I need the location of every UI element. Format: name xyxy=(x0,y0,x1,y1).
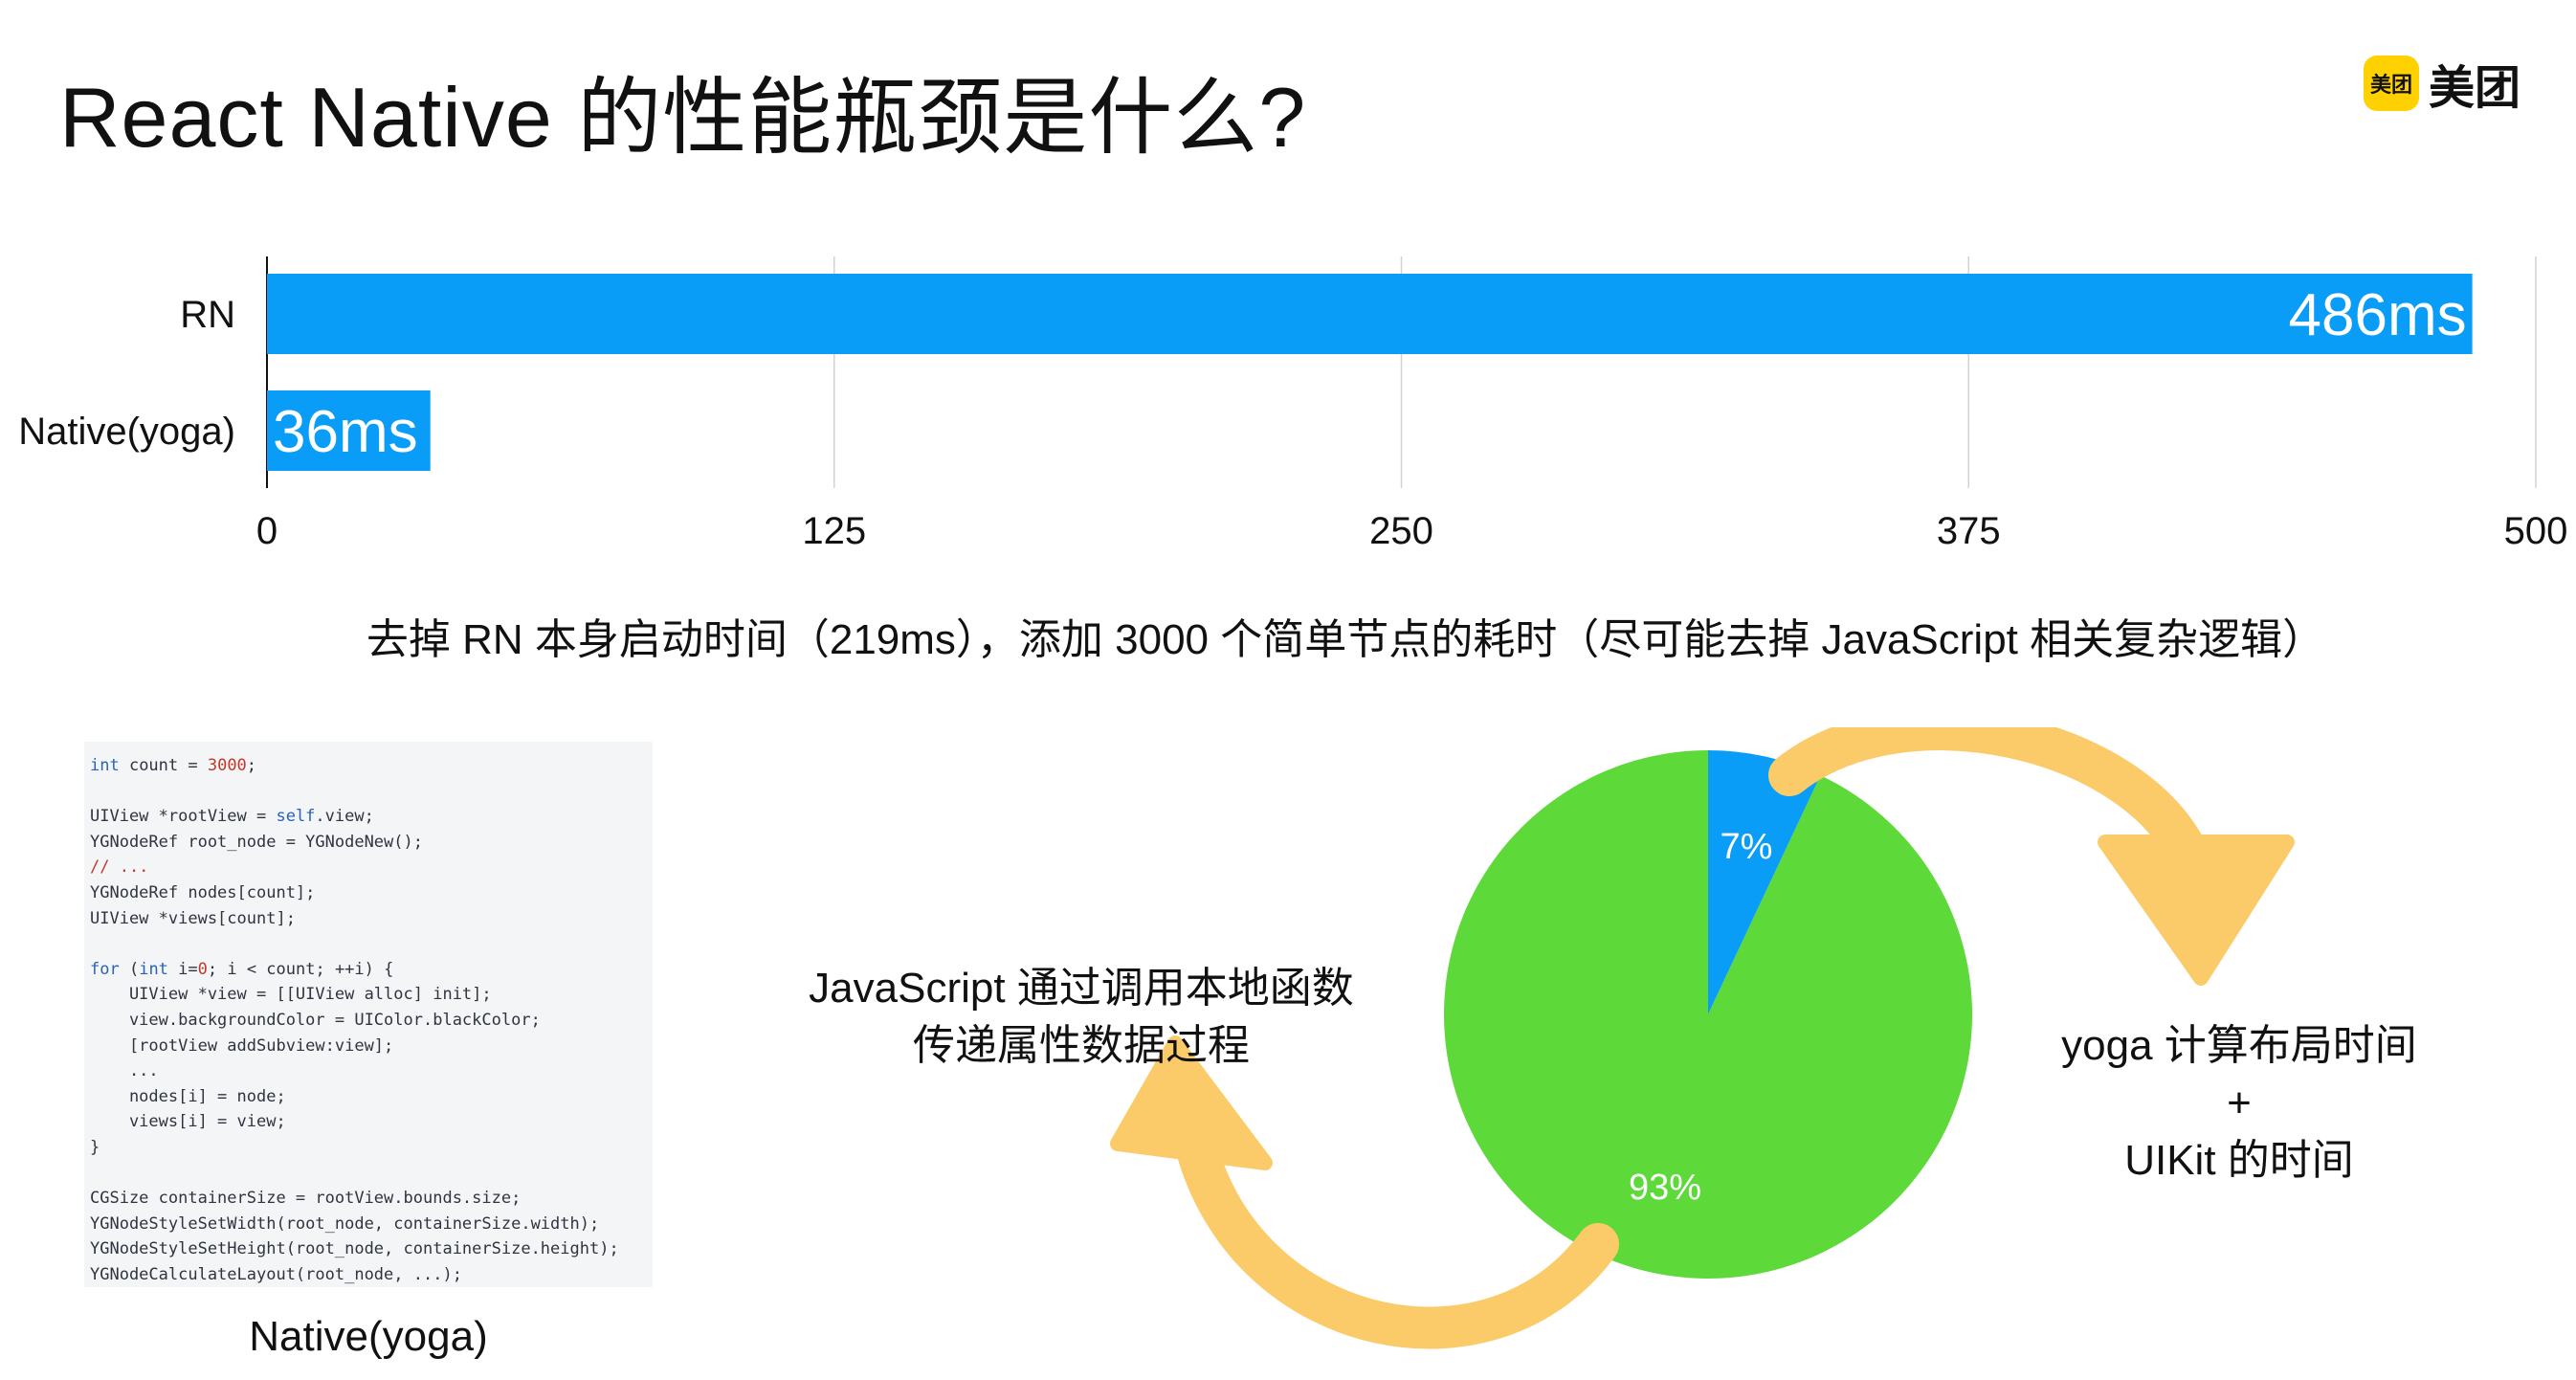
code-snippet-label: Native(yoga) xyxy=(249,1313,488,1360)
code-line: YGNodeRef nodes[count]; xyxy=(90,882,316,902)
arrow-head-left xyxy=(1110,1035,1273,1170)
x-tick-label: 250 xyxy=(1369,510,1433,552)
category-label: RN xyxy=(180,294,235,336)
code-line: YGNodeStyleSetWidth(root_node, container… xyxy=(90,1213,600,1234)
bar-data-label: 486ms xyxy=(2289,282,2467,348)
code-line: views[i] = view; xyxy=(90,1112,286,1132)
x-tick-label: 375 xyxy=(1937,510,2001,552)
code-line: UIView *views[count]; xyxy=(90,908,296,928)
code-line: YGNodeCalculateLayout(root_node, ...); xyxy=(90,1264,462,1284)
bar-data-label: 36ms xyxy=(273,399,418,465)
arrow-head-right xyxy=(2098,835,2295,986)
yoga-uikit-label: yoga 计算布局时间 + UIKit 的时间 xyxy=(2010,1017,2469,1190)
code-line: view.backgroundColor = UIColor.blackColo… xyxy=(90,1010,541,1030)
category-label: Native(yoga) xyxy=(18,411,235,453)
meituan-logo-badge: 美团 xyxy=(2364,56,2419,111)
code-line: ... xyxy=(90,1061,159,1081)
meituan-logo-text: 美团 xyxy=(2429,63,2521,114)
pie-slice-label: 7% xyxy=(1721,827,1773,867)
code-line: UIView *view = [[UIView alloc] init]; xyxy=(90,985,492,1005)
js-bridge-label-line: 传递属性数据过程 xyxy=(913,1022,1250,1069)
code-line: // ... xyxy=(90,857,149,878)
code-line: } xyxy=(90,1137,100,1157)
yoga-uikit-label-line: + xyxy=(2227,1080,2252,1126)
pie-slice xyxy=(1708,750,1821,1014)
x-tick-label: 125 xyxy=(802,510,866,552)
code-line: [rootView addSubview:view]; xyxy=(90,1035,394,1056)
pie-chart-area: 7% 93% xyxy=(1110,727,2295,1349)
bar xyxy=(267,274,2473,354)
yoga-uikit-label-line: yoga 计算布局时间 xyxy=(2061,1022,2417,1069)
code-line: CGSize containerSize = rootView.bounds.s… xyxy=(90,1189,522,1209)
code-line: nodes[i] = node; xyxy=(90,1086,286,1106)
code-line: YGNodeRef root_node = YGNodeNew(); xyxy=(90,832,423,852)
code-line: int count = 3000; xyxy=(90,756,257,775)
yoga-uikit-label-line: UIKit 的时间 xyxy=(2124,1137,2354,1184)
bar-chart: 0 125 250 375 500 RN 486ms Native(yoga) 36ms xyxy=(18,256,2568,552)
meituan-logo: 美团 美团 xyxy=(2364,50,2520,117)
curved-arrow-right xyxy=(1768,727,2212,882)
code-snippet-panel: int count = 3000; UIView *rootView = sel… xyxy=(84,742,653,1287)
bar xyxy=(267,390,431,471)
slide-title: React Native 的性能瓶颈是什么? xyxy=(59,70,1307,165)
code-line: YGNodeStyleSetHeight(root_node, containe… xyxy=(90,1239,619,1259)
code-line: for (int i=0; i < count; ++i) { xyxy=(90,959,394,979)
js-bridge-label: JavaScript 通过调用本地函数 传递属性数据过程 xyxy=(737,960,1426,1075)
js-bridge-label-line: JavaScript 通过调用本地函数 xyxy=(809,965,1354,1012)
x-tick-label: 0 xyxy=(256,510,278,552)
code-line: UIView *rootView = self.view; xyxy=(90,807,374,827)
pie-slice xyxy=(1444,750,1972,1279)
x-tick-label: 500 xyxy=(2504,510,2568,552)
curved-arrow-left xyxy=(1177,1132,1619,1349)
chart-caption: 去掉 RN 本身启动时间（219ms），添加 3000 个简单节点的耗时（尽可能… xyxy=(366,616,2325,663)
pie-slice-label: 93% xyxy=(1629,1168,1701,1208)
